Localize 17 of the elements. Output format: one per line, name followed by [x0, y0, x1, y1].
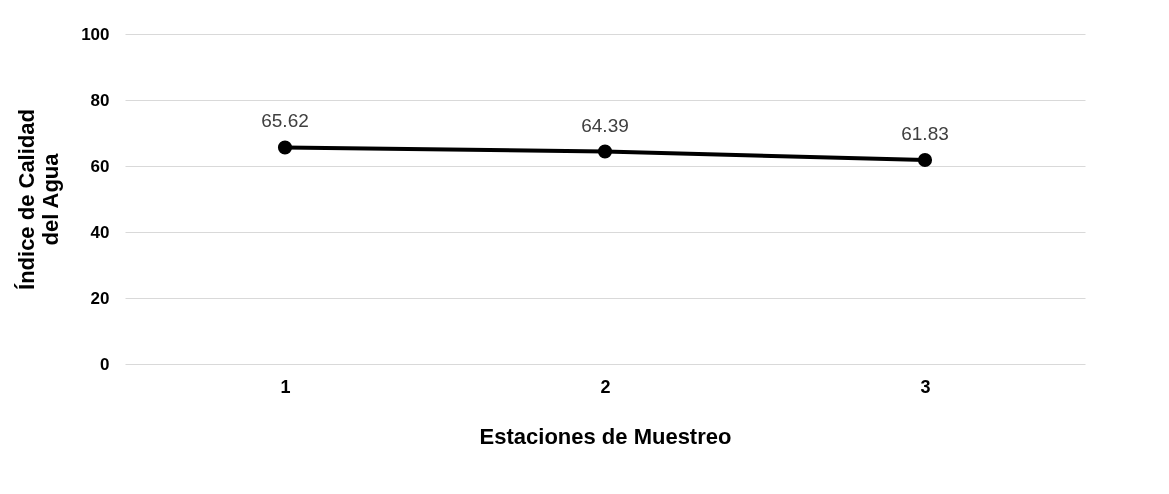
y-tick-label: 40	[90, 222, 110, 242]
data-label: 65.62	[261, 110, 309, 132]
y-tick-label: 60	[90, 156, 110, 176]
data-label: 64.39	[581, 114, 629, 136]
x-tick-label: 1	[280, 376, 291, 397]
x-axis-title: Estaciones de Muestreo	[479, 423, 732, 449]
x-tick-label: 3	[920, 376, 931, 397]
y-tick-label: 20	[90, 288, 110, 308]
y-axis-title: Índice de Calidad del Agua	[14, 109, 64, 290]
y-tick-label: 0	[100, 354, 110, 374]
point	[597, 144, 613, 159]
data-label: 61.83	[901, 122, 949, 144]
y-tick-label: 80	[90, 90, 110, 110]
point	[277, 140, 293, 155]
point	[917, 152, 933, 168]
x-tick-label: 2	[600, 376, 611, 397]
y-tick-label: 100	[81, 24, 110, 44]
